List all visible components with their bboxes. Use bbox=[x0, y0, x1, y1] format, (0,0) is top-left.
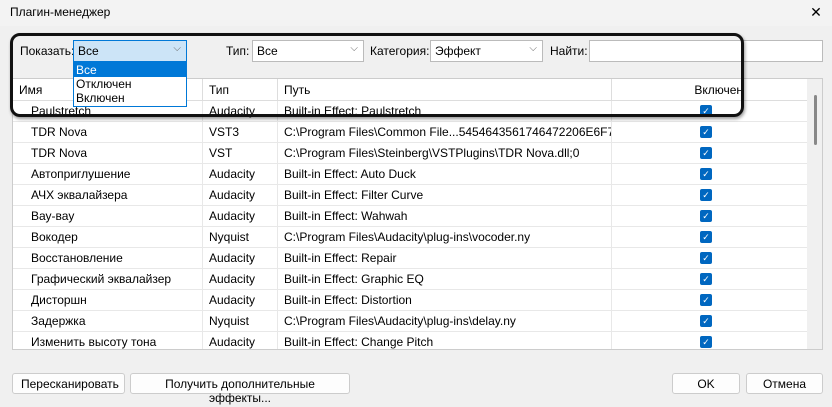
type-select-value: Все bbox=[257, 44, 278, 58]
enabled-checkbox[interactable]: ✓ bbox=[700, 231, 712, 243]
cell-name: АЧХ эквалайзера bbox=[13, 185, 203, 206]
category-label: Категория: bbox=[370, 44, 430, 58]
find-input[interactable] bbox=[589, 40, 823, 62]
enabled-checkbox[interactable]: ✓ bbox=[700, 294, 712, 306]
find-label: Найти: bbox=[550, 44, 588, 58]
show-select-value: Все bbox=[78, 44, 99, 58]
chevron-down-icon: ⌵ bbox=[350, 43, 358, 54]
column-enabled[interactable]: Включен bbox=[694, 83, 743, 97]
close-icon[interactable]: ✕ bbox=[810, 4, 822, 20]
rescan-button[interactable]: Пересканировать bbox=[12, 373, 125, 394]
cell-name: Задержка bbox=[13, 311, 203, 332]
enabled-checkbox[interactable]: ✓ bbox=[700, 147, 712, 159]
chevron-down-icon: ⌵ bbox=[173, 43, 181, 54]
option-all[interactable]: Все bbox=[74, 63, 186, 77]
cell-type: Audacity bbox=[203, 185, 278, 206]
show-select[interactable]: Все ⌵ bbox=[73, 40, 187, 62]
table-header: Имя Тип Путь Включен bbox=[13, 79, 807, 101]
show-label: Показать: bbox=[20, 44, 75, 58]
scrollbar[interactable] bbox=[807, 79, 822, 349]
column-name[interactable]: Имя bbox=[13, 79, 203, 101]
ok-button[interactable]: OK bbox=[672, 373, 740, 394]
cancel-button[interactable]: Отмена bbox=[746, 373, 823, 394]
category-select[interactable]: Эффект ⌵ bbox=[430, 40, 543, 62]
cell-path: Built-in Effect: Distortion bbox=[278, 290, 612, 311]
cell-name: Дисторшн bbox=[13, 290, 203, 311]
cell-type: Audacity bbox=[203, 248, 278, 269]
cell-path: Built-in Effect: Graphic EQ bbox=[278, 269, 612, 290]
enabled-checkbox[interactable]: ✓ bbox=[700, 168, 712, 180]
table-row[interactable]: TDR Nova VST C:\Program Files\Steinberg\… bbox=[13, 143, 807, 164]
cell-type: Nyquist bbox=[203, 227, 278, 248]
table-row[interactable]: Вау-вау Audacity Built-in Effect: Wahwah… bbox=[13, 206, 807, 227]
type-label: Тип: bbox=[226, 44, 250, 58]
cell-path: Built-in Effect: Auto Duck bbox=[278, 164, 612, 185]
cell-type: Nyquist bbox=[203, 311, 278, 332]
enabled-checkbox[interactable]: ✓ bbox=[700, 126, 712, 138]
table-row[interactable]: АЧХ эквалайзера Audacity Built-in Effect… bbox=[13, 185, 807, 206]
cell-type: Audacity bbox=[203, 290, 278, 311]
cell-path: C:\Program Files\Audacity\plug-ins\vocod… bbox=[278, 227, 612, 248]
cell-type: Audacity bbox=[203, 164, 278, 185]
cell-name: TDR Nova bbox=[13, 143, 203, 164]
cell-type: Audacity bbox=[203, 269, 278, 290]
type-select[interactable]: Все ⌵ bbox=[252, 40, 364, 62]
table-row[interactable]: Вокодер Nyquist C:\Program Files\Audacit… bbox=[13, 227, 807, 248]
cell-name: Восстановление bbox=[13, 248, 203, 269]
cell-name: Графический эквалайзер bbox=[13, 269, 203, 290]
cell-name: Вокодер bbox=[13, 227, 203, 248]
highlight-frame bbox=[10, 33, 744, 117]
category-select-value: Эффект bbox=[435, 44, 481, 58]
option-enabled[interactable]: Включен bbox=[76, 91, 125, 105]
table-row[interactable]: Задержка Nyquist C:\Program Files\Audaci… bbox=[13, 311, 807, 332]
cell-type: VST3 bbox=[203, 122, 278, 143]
cell-path: C:\Program Files\Common File...545464356… bbox=[278, 122, 612, 143]
cell-path: C:\Program Files\Steinberg\VSTPlugins\TD… bbox=[278, 143, 612, 164]
column-path[interactable]: Путь bbox=[278, 79, 612, 101]
show-dropdown-list: Все Отключен Включен bbox=[73, 62, 187, 107]
window-title: Плагин-менеджер bbox=[10, 5, 111, 19]
cell-path: Built-in Effect: Filter Curve bbox=[278, 185, 612, 206]
get-more-effects-button[interactable]: Получить дополнительные эффекты... bbox=[130, 373, 350, 405]
cell-type: Audacity bbox=[203, 206, 278, 227]
chevron-down-icon: ⌵ bbox=[529, 43, 537, 54]
cell-name: Вау-вау bbox=[13, 206, 203, 227]
cell-type: Audacity bbox=[203, 332, 278, 349]
title-bar: Плагин-менеджер ✕ bbox=[0, 0, 832, 26]
cell-name: TDR Nova bbox=[13, 122, 203, 143]
enabled-checkbox[interactable]: ✓ bbox=[700, 315, 712, 327]
enabled-checkbox[interactable]: ✓ bbox=[700, 273, 712, 285]
table-row[interactable]: Дисторшн Audacity Built-in Effect: Disto… bbox=[13, 290, 807, 311]
option-disabled[interactable]: Отключен bbox=[76, 77, 132, 91]
scrollbar-thumb[interactable] bbox=[814, 95, 817, 145]
table-row[interactable]: Изменить высоту тона Audacity Built-in E… bbox=[13, 332, 807, 349]
enabled-checkbox[interactable]: ✓ bbox=[700, 336, 712, 348]
enabled-checkbox[interactable]: ✓ bbox=[700, 189, 712, 201]
table-row[interactable]: TDR Nova VST3 C:\Program Files\Common Fi… bbox=[13, 122, 807, 143]
enabled-checkbox[interactable]: ✓ bbox=[700, 252, 712, 264]
table-row[interactable]: Автоприглушение Audacity Built-in Effect… bbox=[13, 164, 807, 185]
column-type[interactable]: Тип bbox=[203, 79, 278, 101]
cell-type: VST bbox=[203, 143, 278, 164]
cell-path: C:\Program Files\Audacity\plug-ins\delay… bbox=[278, 311, 612, 332]
cell-name: Изменить высоту тона bbox=[13, 332, 203, 349]
plugin-table: Имя Тип Путь Включен Paulstretch Audacit… bbox=[12, 78, 823, 350]
cell-path: Built-in Effect: Wahwah bbox=[278, 206, 612, 227]
cell-path: Built-in Effect: Repair bbox=[278, 248, 612, 269]
cell-name: Автоприглушение bbox=[13, 164, 203, 185]
table-row[interactable]: Восстановление Audacity Built-in Effect:… bbox=[13, 248, 807, 269]
table-row[interactable]: Графический эквалайзер Audacity Built-in… bbox=[13, 269, 807, 290]
enabled-checkbox[interactable]: ✓ bbox=[700, 210, 712, 222]
cell-path: Built-in Effect: Change Pitch bbox=[278, 332, 612, 349]
